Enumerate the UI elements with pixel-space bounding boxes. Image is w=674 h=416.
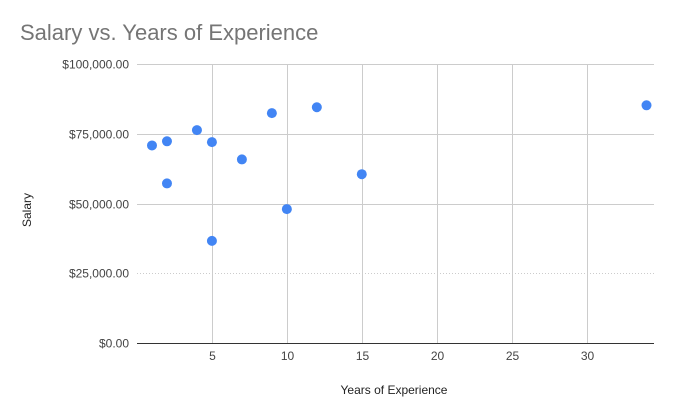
x-tick-label: 15 — [356, 349, 370, 363]
data-point — [191, 125, 202, 136]
x-tick-label: 30 — [581, 349, 595, 363]
y-tick-label: $75,000.00 — [69, 128, 129, 142]
data-point — [161, 178, 172, 189]
y-tick-label: $0.00 — [99, 337, 129, 351]
x-tick-label: 5 — [209, 349, 216, 363]
data-point — [236, 154, 247, 165]
data-point — [311, 102, 322, 113]
data-point — [356, 169, 367, 180]
gridlines — [137, 64, 654, 343]
data-point — [206, 137, 217, 148]
data-points — [146, 100, 652, 246]
x-tick-label: 20 — [431, 349, 445, 363]
x-tick-label: 25 — [506, 349, 520, 363]
data-point — [146, 140, 157, 151]
x-axis-label: Years of Experience — [341, 383, 448, 397]
data-point — [161, 136, 172, 147]
x-tick-label: 10 — [281, 349, 295, 363]
y-tick-label: $100,000.00 — [62, 58, 129, 72]
data-point — [206, 235, 217, 246]
tick-labels: $0.00 $25,000.00 $50,000.00 $75,000.00 $100,… — [62, 58, 594, 364]
data-point — [281, 204, 292, 215]
y-tick-label: $25,000.00 — [69, 267, 129, 281]
data-point — [266, 108, 277, 119]
y-axis-label: Salary — [20, 193, 34, 227]
y-tick-label: $50,000.00 — [69, 198, 129, 212]
data-point — [641, 100, 652, 111]
chart-title: Salary vs. Years of Experience — [20, 20, 318, 45]
